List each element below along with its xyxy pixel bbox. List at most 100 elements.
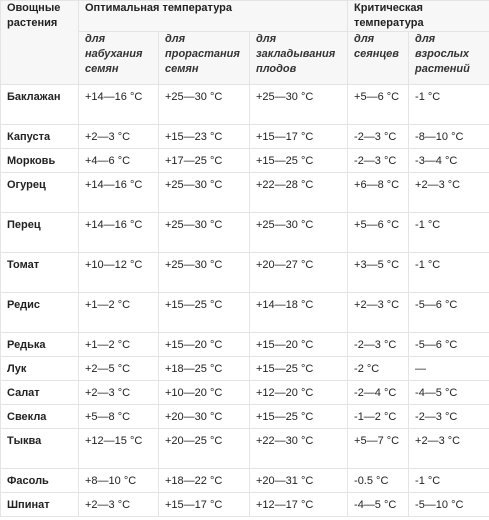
vegetable-name: Тыква bbox=[0, 428, 79, 469]
header-seedlings: для сеянцев bbox=[347, 31, 410, 85]
adult-critical-temp: -1 °С bbox=[408, 84, 489, 125]
fruit-setting-temp: +20—27 °С bbox=[248, 252, 349, 293]
seedlings-critical-temp: -2—3 °С bbox=[347, 124, 410, 149]
germination-temp: +25—30 °С bbox=[158, 212, 250, 253]
swelling-temp: +14—16 °С bbox=[78, 84, 159, 125]
vegetable-name: Томат bbox=[0, 252, 79, 293]
seedlings-critical-temp: +3—5 °С bbox=[347, 252, 410, 293]
adult-critical-temp: -3—4 °С bbox=[408, 148, 489, 173]
table-row: Свекла +5—8 °С +20—30 °С +15—25 °С -1—2 °С -2… bbox=[0, 404, 489, 429]
fruit-setting-temp: +15—20 °С bbox=[248, 332, 349, 357]
germination-temp: +20—30 °С bbox=[158, 404, 250, 429]
table-row: Баклажан +14—16 °С +25—30 °С +25—30 °С +5—6 … bbox=[0, 84, 489, 125]
adult-critical-temp: -5—6 °С bbox=[408, 292, 489, 333]
seedlings-critical-temp: -2—3 °С bbox=[347, 332, 410, 357]
swelling-temp: +4—6 °С bbox=[78, 148, 159, 173]
vegetable-name: Морковь bbox=[0, 148, 79, 173]
germination-temp: +18—25 °С bbox=[158, 356, 250, 381]
table-row: Салат +2—3 °С +10—20 °С +12—20 °С -2—4 °С -4—… bbox=[0, 380, 489, 405]
fruit-setting-temp: +15—25 °С bbox=[248, 148, 349, 173]
adult-critical-temp: -1 °С bbox=[408, 212, 489, 253]
vegetable-name: Баклажан bbox=[0, 84, 79, 125]
fruit-setting-temp: +15—17 °С bbox=[248, 124, 349, 149]
vegetable-name: Перец bbox=[0, 212, 79, 253]
vegetable-name: Лук bbox=[0, 356, 79, 381]
swelling-temp: +8—10 °С bbox=[78, 468, 159, 493]
swelling-temp: +5—8 °С bbox=[78, 404, 159, 429]
fruit-setting-temp: +25—30 °С bbox=[248, 212, 349, 253]
table-row: Фасоль +8—10 °С +18—22 °С +20—31 °С -0.5 °С -… bbox=[0, 468, 489, 493]
fruit-setting-temp: +25—30 °С bbox=[248, 84, 349, 125]
swelling-temp: +2—5 °С bbox=[78, 356, 159, 381]
header-critical-group: Критическая температура bbox=[347, 0, 489, 32]
seedlings-critical-temp: -2 °С bbox=[347, 356, 410, 381]
vegetable-name: Салат bbox=[0, 380, 79, 405]
adult-critical-temp: -5—10 °С bbox=[408, 492, 489, 517]
table-row: Тыква +12—15 °С +20—25 °С +22—30 °С +5—7 °С +… bbox=[0, 428, 489, 469]
fruit-setting-temp: +14—18 °С bbox=[248, 292, 349, 333]
header-fruit-setting: для закладывания плодов bbox=[248, 31, 349, 85]
germination-temp: +25—30 °С bbox=[158, 84, 250, 125]
vegetable-name: Свекла bbox=[0, 404, 79, 429]
germination-temp: +20—25 °С bbox=[158, 428, 250, 469]
adult-critical-temp: +2—3 °С bbox=[408, 172, 489, 213]
vegetable-name: Редька bbox=[0, 332, 79, 357]
adult-critical-temp: — bbox=[408, 356, 489, 381]
adult-critical-temp: -1 °С bbox=[408, 468, 489, 493]
germination-temp: +15—17 °С bbox=[158, 492, 250, 517]
swelling-temp: +10—12 °С bbox=[78, 252, 159, 293]
germination-temp: +18—22 °С bbox=[158, 468, 250, 493]
seedlings-critical-temp: +6—8 °С bbox=[347, 172, 410, 213]
swelling-temp: +1—2 °С bbox=[78, 292, 159, 333]
germination-temp: +15—23 °С bbox=[158, 124, 250, 149]
germination-temp: +15—20 °С bbox=[158, 332, 250, 357]
fruit-setting-temp: +22—30 °С bbox=[248, 428, 349, 469]
fruit-setting-temp: +20—31 °С bbox=[248, 468, 349, 493]
seedlings-critical-temp: +2—3 °С bbox=[347, 292, 410, 333]
seedlings-critical-temp: -4—5 °С bbox=[347, 492, 410, 517]
swelling-temp: +1—2 °С bbox=[78, 332, 159, 357]
table-row: Редька +1—2 °С +15—20 °С +15—20 °С -2—3 °С -5… bbox=[0, 332, 489, 357]
vegetable-name: Редис bbox=[0, 292, 79, 333]
adult-critical-temp: -4—5 °С bbox=[408, 380, 489, 405]
adult-critical-temp: -5—6 °С bbox=[408, 332, 489, 357]
fruit-setting-temp: +22—28 °С bbox=[248, 172, 349, 213]
table-row: Капуста +2—3 °С +15—23 °С +15—17 °С -2—3 °С -… bbox=[0, 124, 489, 149]
fruit-setting-temp: +12—20 °С bbox=[248, 380, 349, 405]
swelling-temp: +2—3 °С bbox=[78, 492, 159, 517]
germination-temp: +15—25 °С bbox=[158, 292, 250, 333]
germination-temp: +10—20 °С bbox=[158, 380, 250, 405]
table-row: Шпинат +2—3 °С +15—17 °С +12—17 °С -4—5 °С -5… bbox=[0, 492, 489, 517]
table-row: Редис +1—2 °С +15—25 °С +14—18 °С +2—3 °С -5—… bbox=[0, 292, 489, 333]
table-row: Лук +2—5 °С +18—25 °С +15—25 °С -2 °С — bbox=[0, 356, 489, 381]
header-adult: для взрослых растений bbox=[408, 31, 489, 85]
seedlings-critical-temp: +5—7 °С bbox=[347, 428, 410, 469]
swelling-temp: +12—15 °С bbox=[78, 428, 159, 469]
vegetable-name: Фасоль bbox=[0, 468, 79, 493]
table-row: Перец +14—16 °С +25—30 °С +25—30 °С +5—6 °С -… bbox=[0, 212, 489, 253]
swelling-temp: +14—16 °С bbox=[78, 172, 159, 213]
adult-critical-temp: -1 °С bbox=[408, 252, 489, 293]
fruit-setting-temp: +15—25 °С bbox=[248, 356, 349, 381]
header-optimal-group: Оптимальная температура bbox=[77, 0, 349, 32]
vegetable-name: Шпинат bbox=[0, 492, 79, 517]
table-row: Томат +10—12 °С +25—30 °С +20—27 °С +3—5 °С -… bbox=[0, 252, 489, 293]
seedlings-critical-temp: +5—6 °С bbox=[347, 84, 410, 125]
vegetable-name: Капуста bbox=[0, 124, 79, 149]
adult-critical-temp: -2—3 °С bbox=[408, 404, 489, 429]
germination-temp: +25—30 °С bbox=[158, 252, 250, 293]
adult-critical-temp: +2—3 °С bbox=[408, 428, 489, 469]
swelling-temp: +2—3 °С bbox=[78, 380, 159, 405]
adult-critical-temp: -8—10 °С bbox=[408, 124, 489, 149]
seedlings-critical-temp: -2—3 °С bbox=[347, 148, 410, 173]
seedlings-critical-temp: -2—4 °С bbox=[347, 380, 410, 405]
germination-temp: +17—25 °С bbox=[158, 148, 250, 173]
vegetable-name: Огурец bbox=[0, 172, 79, 213]
germination-temp: +25—30 °С bbox=[158, 172, 250, 213]
seedlings-critical-temp: +5—6 °С bbox=[347, 212, 410, 253]
seedlings-critical-temp: -1—2 °С bbox=[347, 404, 410, 429]
table-row: Морковь +4—6 °С +17—25 °С +15—25 °С -2—3 °С -… bbox=[0, 148, 489, 173]
swelling-temp: +2—3 °С bbox=[78, 124, 159, 149]
seedlings-critical-temp: -0.5 °С bbox=[347, 468, 410, 493]
